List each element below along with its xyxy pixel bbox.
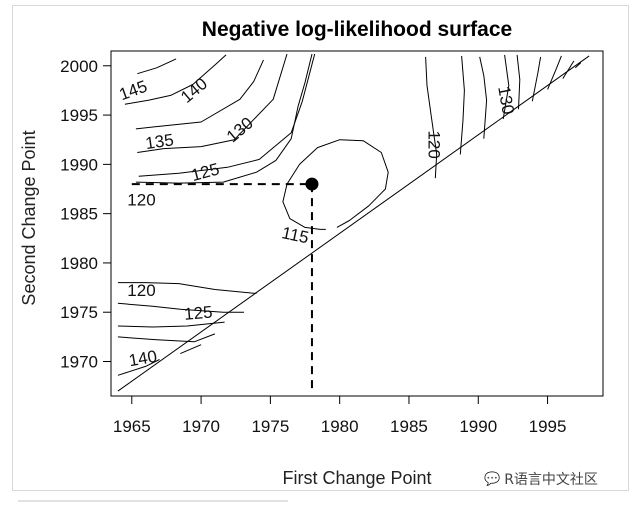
contour-label: 120 [127, 281, 155, 300]
x-tick-label: 1990 [459, 417, 497, 436]
y-tick-label: 1970 [60, 353, 98, 372]
contour-line [531, 56, 542, 102]
contour-line [138, 53, 316, 177]
wechat-icon: 💬 [484, 471, 501, 487]
y-tick-label: 2000 [60, 57, 98, 76]
y-tick-label: 1975 [60, 303, 98, 322]
minimum-point [305, 177, 319, 191]
contour-line [459, 55, 465, 155]
y-axis-label: Second Change Point [19, 130, 39, 305]
y-tick-label: 1995 [60, 106, 98, 125]
contour-label: 125 [183, 302, 213, 323]
y-tick-label: 1985 [60, 205, 98, 224]
contour-line [137, 58, 177, 75]
contour-line [562, 60, 575, 79]
contour-line [137, 53, 288, 153]
plot-overlays [117, 55, 590, 395]
chart-title: Negative log-likelihood surface [202, 18, 512, 41]
contour-label: 135 [144, 130, 175, 153]
contour-label: 145 [117, 77, 150, 105]
diagonal-constraint-line [117, 55, 590, 392]
contour-line [516, 54, 521, 110]
contour-line [502, 54, 510, 120]
y-tick-label: 1980 [60, 254, 98, 273]
contour-label: 115 [280, 223, 310, 247]
contour-line [117, 302, 244, 313]
y-axis: 1970 1975 1980 1985 1990 1995 2000 [60, 57, 112, 372]
contour-label: 130 [494, 85, 518, 116]
x-tick-label: 1985 [390, 417, 428, 436]
contour-line [135, 59, 264, 130]
contour-label: 140 [177, 74, 211, 107]
x-tick-label: 1980 [321, 417, 359, 436]
x-tick-label: 1995 [529, 417, 567, 436]
contour-line [574, 62, 582, 69]
contour-line [547, 55, 562, 90]
contour-line [117, 282, 257, 294]
contour-line [117, 333, 216, 343]
chart-card: Negative log-likelihood surface 1965 1970… [12, 5, 629, 491]
contour-label: 125 [189, 159, 221, 185]
contour-line [117, 321, 225, 328]
contour-line [135, 53, 313, 184]
contour-line [180, 344, 202, 355]
contour-lines [117, 53, 582, 376]
y-tick-label: 1990 [60, 155, 98, 174]
contour-line [124, 54, 227, 105]
contour-line [117, 359, 160, 376]
divider [18, 500, 288, 502]
contour-label: 140 [127, 347, 158, 371]
watermark-text: R语言中文社区 [504, 472, 598, 488]
x-tick-label: 1965 [113, 417, 151, 436]
contour-line [282, 139, 389, 230]
contour-line [425, 56, 438, 179]
x-axis: 1965 1970 1975 1980 1985 1990 1995 [113, 395, 567, 436]
x-tick-label: 1970 [182, 417, 220, 436]
contour-plot: Negative log-likelihood surface 1965 1970… [19, 18, 604, 488]
x-tick-label: 1975 [251, 417, 289, 436]
watermark: 💬 R语言中文社区 [484, 469, 598, 489]
contour-label: 120 [127, 190, 155, 209]
x-axis-label: First Change Point [282, 468, 431, 488]
contour-label: 120 [424, 130, 443, 158]
contour-line [479, 56, 488, 139]
